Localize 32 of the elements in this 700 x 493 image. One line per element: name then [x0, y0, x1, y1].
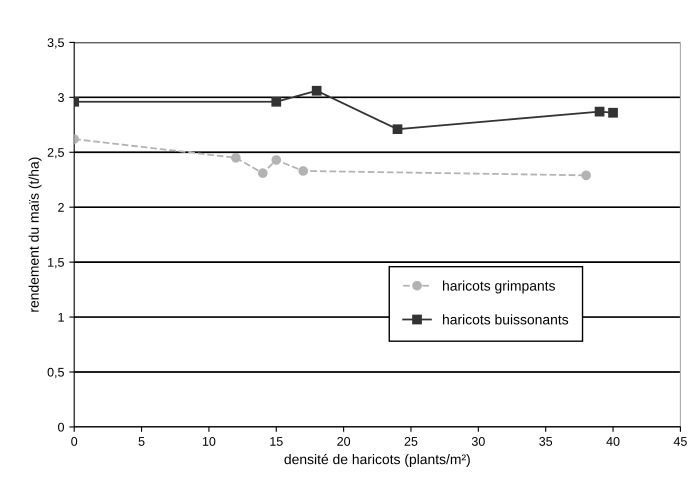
y-tick-label: 1,5: [48, 258, 64, 268]
y-tick-label: 3,5: [48, 38, 64, 49]
y-axis-title: rendement du maïs (t/ha): [28, 158, 42, 312]
point: [608, 108, 618, 118]
x-tick-label: 0: [71, 436, 78, 446]
point: [312, 86, 322, 96]
x-axis-title: densité de haricots (plants/m²): [284, 454, 470, 467]
x-tick-label: 20: [337, 436, 350, 446]
point: [230, 152, 241, 163]
x-tick-label: 45: [674, 437, 687, 446]
y-tick-label: 0: [58, 422, 64, 432]
point: [258, 168, 268, 178]
x-tick-label: 30: [472, 436, 485, 446]
x-tick-label: 40: [606, 436, 620, 446]
x-tick-label: 5: [138, 437, 145, 446]
x-tick-label: 15: [270, 437, 283, 446]
y-tick-label: 2: [58, 203, 64, 212]
y-tick-label: 3: [58, 93, 64, 102]
x-tick-label: 25: [404, 436, 418, 446]
y-tick-label: 0,5: [48, 368, 64, 378]
legend-label: haricots buissonants: [442, 314, 568, 325]
y-tick-label: 2,5: [48, 148, 64, 158]
x-tick-label: 35: [539, 436, 552, 446]
legend-label: haricots grimpants: [442, 280, 555, 294]
point: [271, 96, 282, 107]
point: [271, 155, 282, 165]
point: [581, 170, 591, 180]
point: [594, 106, 604, 116]
x-tick-label: 10: [202, 436, 216, 446]
point: [392, 124, 402, 134]
y-tick-label: 1: [58, 313, 64, 322]
point: [298, 166, 308, 176]
